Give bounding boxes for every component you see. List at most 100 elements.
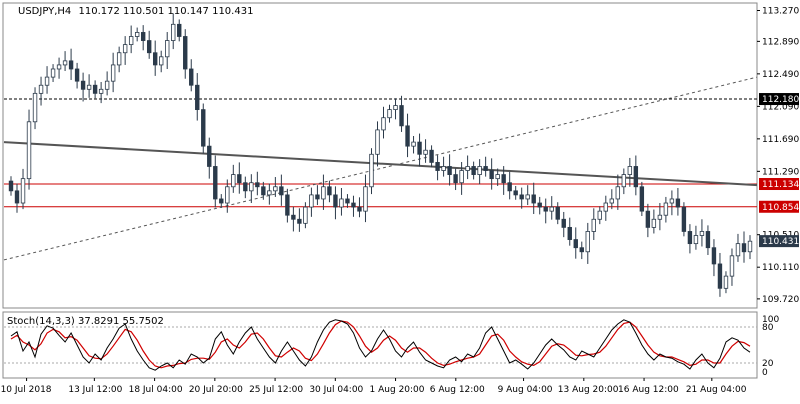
candle-body [627,166,633,175]
candle [465,155,470,180]
candle [729,248,735,286]
candle [50,64,56,82]
candle-body [339,198,344,208]
candle-body [429,149,434,163]
candle [591,208,596,240]
candle-body [297,218,302,224]
candle-body [213,166,218,200]
candle [681,202,687,237]
candle-body [621,174,627,188]
candle-body [555,206,560,220]
candle-body [62,60,68,66]
candle [567,217,572,246]
candle [104,71,110,96]
candle [441,156,446,177]
candle [747,235,753,260]
candle-body [735,243,741,257]
candle [140,25,146,51]
x-tick-label: 6 Aug 12:00 [430,385,485,395]
candle [489,158,494,190]
candle [177,19,182,42]
candle [633,155,639,196]
candle [92,80,98,99]
candle [80,72,86,102]
candle-body [122,44,128,54]
candle [561,211,566,238]
candle-body [441,166,446,171]
candle [579,241,584,260]
candle [471,161,476,180]
candle [110,52,116,93]
candle [309,187,314,217]
candle [399,95,404,132]
candle-body [543,206,548,212]
candle [663,196,669,223]
candle-body [345,198,350,204]
candle-body [453,174,458,184]
candle-body [603,202,609,212]
candle-body [717,263,723,289]
candle-body [411,141,416,147]
candle [86,74,92,98]
candle [711,239,717,277]
candle-body [435,162,440,171]
y-tick-label: 112.490 [762,70,799,80]
candle [279,174,284,206]
candle [459,161,464,195]
y-tick-label: 113.270 [762,6,799,16]
candle [453,168,458,191]
candle [477,159,482,185]
candle [675,187,681,216]
candle [519,187,524,209]
candle [339,187,344,216]
candle [14,183,20,213]
candle-body [225,186,230,204]
candle-body [86,84,92,90]
candle [201,103,206,154]
candle-body [417,141,422,155]
x-tick-label: 21 Aug 04:00 [686,385,747,395]
candle [98,81,104,104]
candle-body [705,231,711,249]
level-price-label: 110.854 [762,203,799,213]
candle [152,40,158,76]
candle-body [195,84,200,111]
candle-body [651,218,657,228]
candle [285,188,290,223]
candle [543,198,548,224]
candle [609,189,615,210]
candle-body [747,240,753,253]
candle [207,137,212,179]
candle [705,225,711,256]
y-tick-label: 110.110 [762,263,799,273]
candle [537,196,542,215]
candle-body [375,129,380,155]
x-tick-label: 18 Jul 04:00 [129,385,183,395]
ohlc-label: 110.172 110.501 110.147 110.431 [78,6,253,17]
candle-body [273,186,278,192]
candle [627,157,633,187]
candle [687,224,693,254]
candle-body [140,32,146,41]
candle-body [74,68,80,82]
candle-body [381,117,386,131]
candle-body [489,170,494,180]
candle [315,185,320,206]
candle-body [303,206,308,224]
x-tick-label: 9 Aug 04:00 [498,385,553,395]
x-tick-label: 30 Jul 04:00 [309,385,363,395]
candle [32,87,38,130]
candle-body [591,218,596,232]
candle [531,182,536,214]
candle [231,164,236,193]
candle [116,46,122,73]
stoch-level-label: 20 [762,359,774,369]
candle [723,271,729,294]
candle [267,183,272,205]
candle [363,174,368,223]
candle-body [279,186,284,196]
candle-body [14,190,20,204]
candle-body [357,206,362,212]
candle [327,180,332,203]
